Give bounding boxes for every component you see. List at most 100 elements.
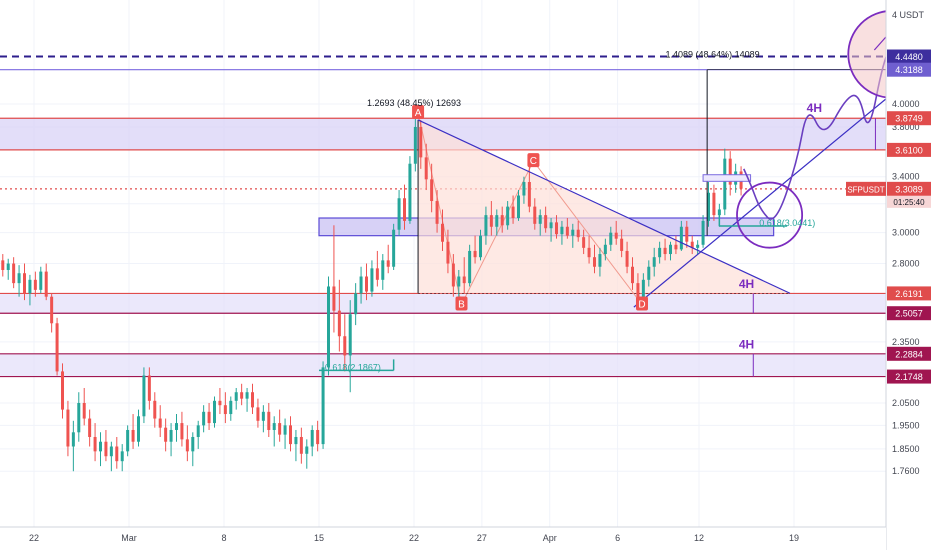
price-axis-tick: 3.4000	[892, 172, 920, 182]
candle	[180, 411, 184, 447]
candle-body	[495, 215, 499, 227]
candle	[587, 235, 591, 264]
candle	[202, 405, 206, 433]
candle	[272, 416, 276, 447]
candle	[593, 244, 596, 274]
candle-body	[375, 268, 379, 280]
candle	[408, 156, 412, 224]
pattern-point-badge	[527, 153, 540, 168]
candle	[17, 265, 21, 297]
price-label-badge	[887, 306, 931, 321]
candle	[631, 257, 634, 290]
candle-body	[468, 250, 472, 284]
candle	[598, 247, 602, 277]
candle	[66, 400, 70, 457]
candle	[565, 218, 569, 239]
candle-body	[321, 367, 325, 445]
candle-body	[17, 273, 21, 284]
time-axis-tick: 6	[615, 533, 620, 543]
candle	[196, 420, 200, 449]
candle	[337, 279, 341, 352]
candle	[560, 220, 564, 245]
candle	[359, 266, 363, 304]
candle-body	[207, 411, 211, 424]
candle-body	[310, 429, 314, 447]
candle-body	[66, 409, 70, 447]
candle-body	[430, 179, 434, 202]
price-label: 3.3089	[887, 181, 931, 196]
candle	[413, 113, 417, 172]
candle-body	[587, 247, 591, 258]
candle-body	[392, 229, 396, 267]
candle	[223, 392, 227, 424]
candle-body	[272, 423, 276, 430]
candle-body	[180, 423, 184, 440]
candle-body	[397, 198, 401, 230]
candle-body	[267, 411, 271, 430]
candle-body	[560, 226, 564, 235]
price-labels-layer: 4.4480 4.3188 3.8749 3.6100 3.3089 2.6191 2.50…	[846, 49, 931, 384]
countdown-timer-badge	[887, 195, 931, 208]
candle	[479, 229, 482, 261]
candle	[164, 418, 168, 452]
candle-body	[435, 201, 439, 224]
highlight-circle	[736, 181, 804, 249]
candle	[728, 151, 732, 196]
price-axis-tick: 2.3500	[892, 337, 920, 347]
candle-body	[517, 195, 520, 219]
candle	[392, 223, 396, 270]
candle-body	[337, 310, 341, 337]
candle	[207, 403, 211, 430]
candle	[544, 206, 548, 233]
candle-body	[71, 432, 75, 447]
candle-body	[631, 266, 634, 284]
candle	[348, 300, 352, 393]
candle	[495, 209, 499, 236]
candle	[663, 238, 667, 261]
candle	[175, 414, 178, 442]
candle	[126, 425, 130, 457]
pattern-point-badge	[455, 296, 468, 311]
candle-body	[256, 407, 260, 421]
candle-body	[669, 244, 672, 255]
candle	[365, 263, 368, 301]
candle	[343, 314, 347, 372]
candle	[576, 220, 580, 242]
candle	[229, 396, 233, 421]
candle-body	[61, 371, 64, 410]
candle	[375, 250, 379, 287]
candle	[218, 387, 222, 415]
candles-layer	[1, 113, 743, 472]
candle-body	[365, 276, 368, 292]
candle	[403, 184, 406, 230]
candle	[33, 271, 37, 297]
candle-body	[104, 441, 108, 457]
candle	[44, 263, 48, 301]
candle	[50, 293, 54, 333]
price-label-badge	[887, 346, 931, 361]
candle-body	[99, 441, 102, 452]
pattern-point-c: C	[527, 153, 540, 168]
candle-body	[652, 257, 656, 267]
price-label-text: 3.3089	[895, 184, 923, 194]
candle-body	[278, 423, 282, 435]
candle	[522, 176, 526, 204]
candle-body	[707, 192, 710, 221]
countdown-timer: 01:25:40	[887, 195, 931, 208]
candle	[354, 283, 358, 326]
grid-layer	[0, 0, 886, 527]
candle-body	[6, 263, 10, 270]
candle-body	[305, 446, 309, 454]
price-label: 4.4480	[887, 49, 931, 64]
candle-body	[451, 263, 455, 287]
time-axis-tick: 12	[694, 533, 704, 543]
price-label: 3.8749	[887, 111, 931, 126]
time-axis-tick: 15	[314, 533, 324, 543]
price-label: 3.6100	[887, 142, 931, 157]
price-axis-tick: 2.8000	[892, 259, 920, 269]
candle-body	[403, 198, 406, 221]
candle-body	[289, 425, 292, 445]
candle-body	[169, 429, 173, 442]
